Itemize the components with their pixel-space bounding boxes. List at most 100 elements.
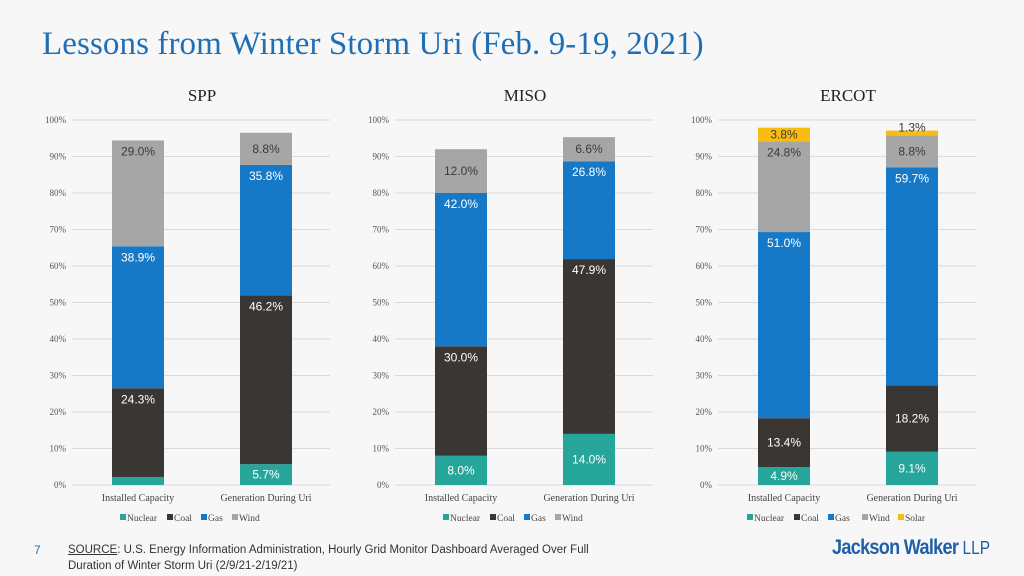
miso-bar-wind-1 [435,149,487,193]
miso-data-label: 26.8% [572,165,606,179]
spp-ytick-label: 100% [45,115,67,125]
spp-ytick-label: 40% [50,334,67,344]
miso-legend-swatch-coal [490,514,496,520]
miso-bar-coal-1 [435,346,487,456]
miso-data-label: 42.0% [444,197,478,211]
spp-bar-nuclear-1 [112,476,164,485]
spp-ytick-label: 10% [50,444,67,454]
ercot-ytick-label: 90% [696,152,713,162]
ercot-data-label: 51.0% [767,236,801,250]
ercot-legend-label-nuclear: Nuclear [754,514,785,524]
miso-legend-label-wind: Wind [562,514,583,524]
miso-data-label: 47.9% [572,263,606,277]
ercot-ytick-label: 30% [696,371,713,381]
miso-data-label: 30.0% [444,350,478,364]
miso-data-label: 12.0% [444,164,478,178]
ercot-ytick-label: 20% [696,407,713,417]
miso-data-label: 6.6% [575,142,603,156]
ercot-ytick-label: 100% [691,115,713,125]
spp-data-label: 46.2% [249,300,283,314]
ercot-data-label: 9.1% [898,461,926,475]
source-text: : U.S. Energy Information Administration… [68,544,589,572]
spp-ytick-label: 60% [50,261,67,271]
ercot-ytick-label: 80% [696,188,713,198]
spp-legend-swatch-wind [232,514,238,520]
spp-ytick-label: 80% [50,188,67,198]
spp-legend-label-coal: Coal [174,514,192,524]
ercot-bar-wind-2 [886,135,938,168]
ercot-data-label: 1.3% [898,121,926,135]
spp-data-label: 29.0% [121,144,155,158]
miso-ytick-label: 60% [373,261,390,271]
ercot-bar-solar-1 [758,127,810,142]
ercot-legend-label-solar: Solar [905,514,926,524]
spp-data-label: 5.7% [252,468,280,482]
miso-legend-label-gas: Gas [531,514,546,524]
ercot-legend-label-wind: Wind [869,514,890,524]
miso-data-label: 8.0% [447,463,475,477]
miso-bar-gas-1 [435,193,487,347]
spp-ytick-label: 30% [50,371,67,381]
ercot-bar-nuclear-2 [886,451,938,485]
ercot-legend-label-coal: Coal [801,514,819,524]
spp-bar-coal-2 [240,295,292,465]
miso-data-label: 14.0% [572,452,606,466]
miso-legend-label-nuclear: Nuclear [450,514,481,524]
spp-legend-label-gas: Gas [208,514,223,524]
ercot-bar-nuclear-1 [758,467,810,485]
slide-number: 7 [34,543,41,557]
source-label: SOURCE [68,544,118,556]
ercot-bar-wind-1 [758,141,810,233]
miso-ytick-label: 30% [373,371,390,381]
miso-ytick-label: 40% [373,334,390,344]
ercot-data-label: 18.2% [895,412,929,426]
ercot-ytick-label: 0% [700,480,713,490]
ercot-data-label: 3.8% [770,128,798,142]
spp-category-label: Installed Capacity [102,493,174,504]
charts-area: SPP0%10%20%30%40%50%60%70%80%90%100%2.2%… [45,86,976,524]
spp-ytick-label: 50% [50,298,67,308]
logo-suffix: LLP [962,538,991,558]
spp-data-label: 38.9% [121,250,155,264]
miso-legend-swatch-nuclear [443,514,449,520]
ercot-ytick-label: 40% [696,334,713,344]
ercot-data-label: 4.9% [770,469,798,483]
spp-bar-nuclear-2 [240,464,292,485]
miso-ytick-label: 20% [373,407,390,417]
spp-category-label: Generation During Uri [220,493,311,504]
ercot-legend-swatch-solar [898,514,904,520]
spp-bar-gas-2 [240,164,292,296]
ercot-ytick-label: 10% [696,444,713,454]
miso-legend-swatch-wind [555,514,561,520]
miso-ytick-label: 50% [373,298,390,308]
miso-legend-label-coal: Coal [497,514,515,524]
spp-bar-wind-2 [240,132,292,165]
ercot-legend-swatch-wind [862,514,868,520]
logo-main: Jackson Walker [832,536,959,559]
ercot-chart-title: ERCOT [820,86,876,105]
miso-bar-nuclear-2 [563,433,615,485]
miso-chart-title: MISO [504,86,547,105]
miso-ytick-label: 70% [373,225,390,235]
ercot-bar-gas-2 [886,167,938,386]
miso-category-label: Installed Capacity [425,493,497,504]
ercot-bar-coal-2 [886,385,938,452]
miso-ytick-label: 100% [368,115,390,125]
miso-ytick-label: 10% [373,444,390,454]
miso-ytick-label: 0% [377,480,390,490]
ercot-data-label: 13.4% [767,436,801,450]
spp-bar-gas-1 [112,246,164,389]
jackson-walker-logo: Jackson Walker LLP [832,536,990,560]
spp-legend-label-nuclear: Nuclear [127,514,158,524]
ercot-data-label: 8.8% [898,144,926,158]
spp-bar-coal-1 [112,388,164,477]
ercot-category-label: Generation During Uri [866,493,957,504]
ercot-bar-solar-2 [886,130,938,136]
ercot-ytick-label: 50% [696,298,713,308]
miso-bar-wind-2 [563,137,615,162]
miso-bar-nuclear-1 [435,455,487,485]
ercot-legend-label-gas: Gas [835,514,850,524]
miso-ytick-label: 90% [373,152,390,162]
spp-ytick-label: 70% [50,225,67,235]
ercot-ytick-label: 70% [696,225,713,235]
